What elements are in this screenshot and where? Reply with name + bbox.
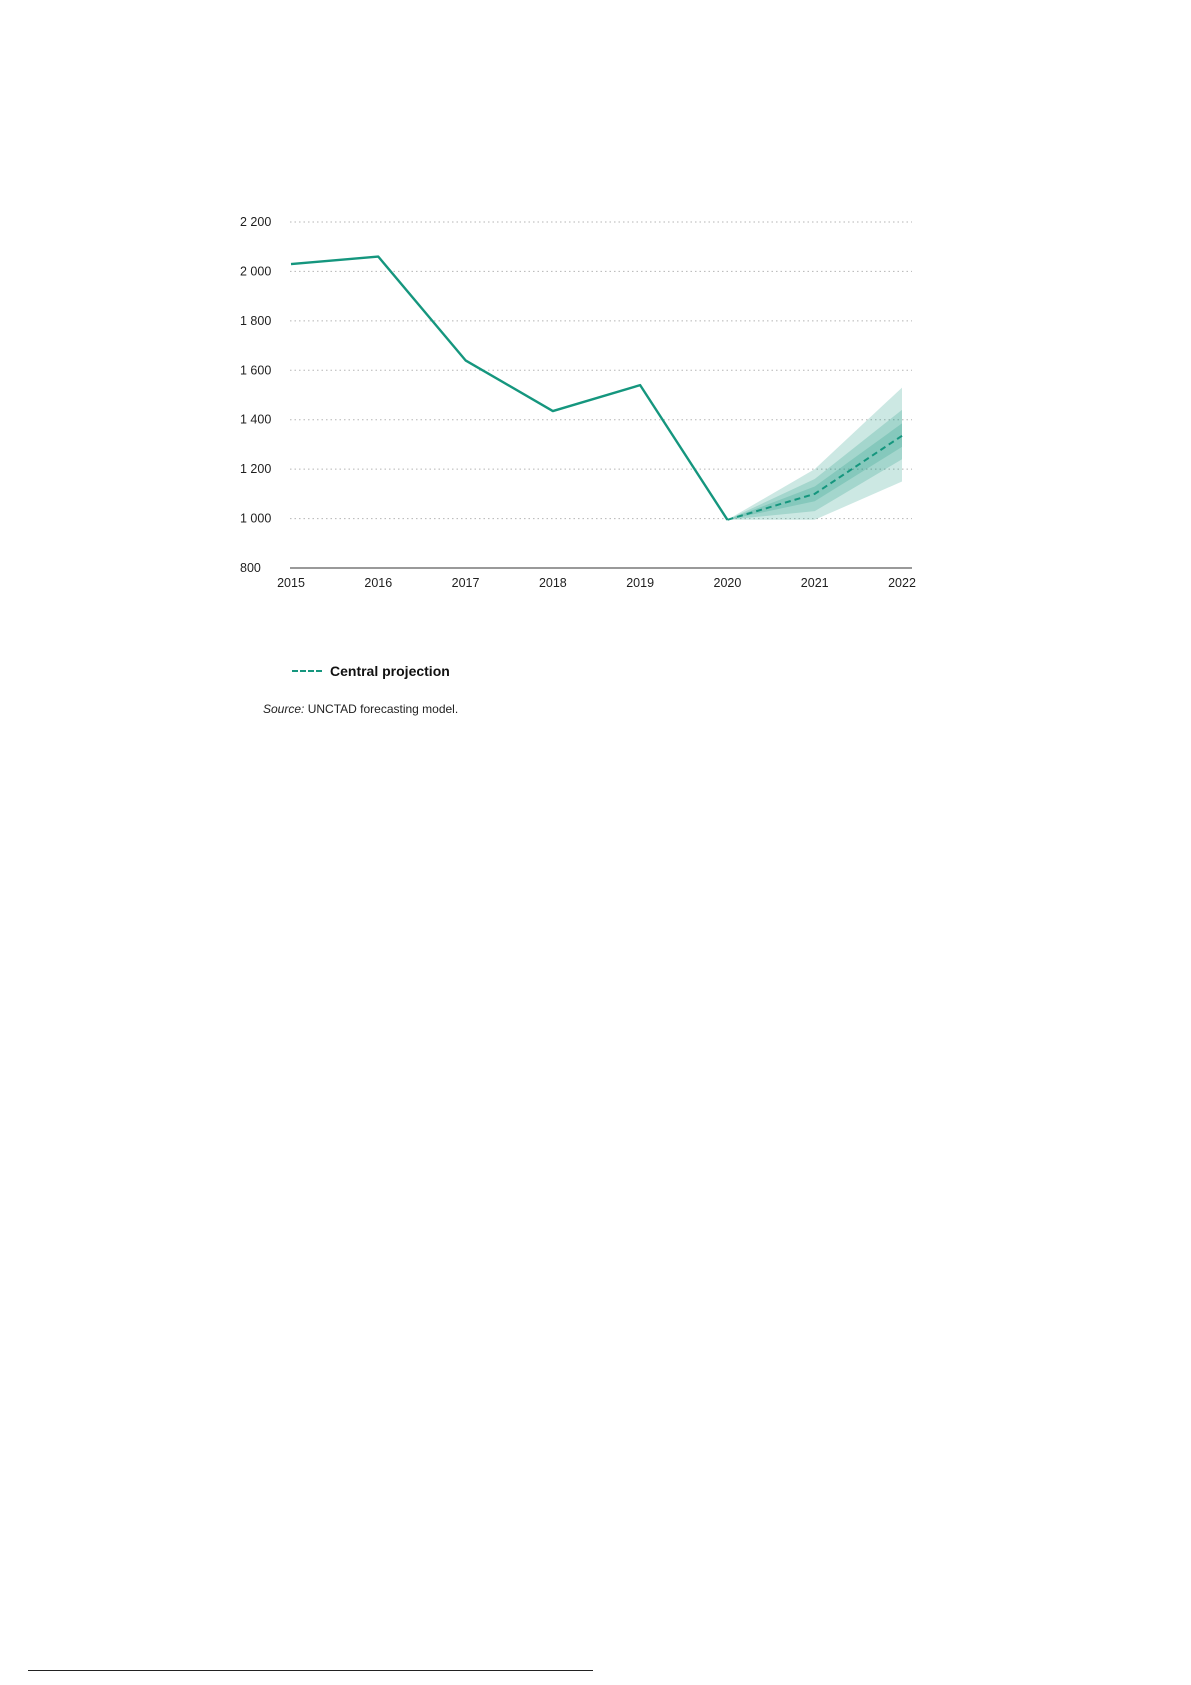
legend-label: Central projection bbox=[330, 663, 450, 679]
projection-band bbox=[727, 423, 902, 520]
y-tick-label: 1 600 bbox=[240, 363, 271, 377]
y-tick-label: 800 bbox=[240, 561, 261, 575]
chart-svg: 800 1 000 1 200 1 400 1 600 1 800 2 000 2 200 20… bbox=[240, 215, 916, 590]
y-tick-label: 1 800 bbox=[240, 314, 271, 328]
x-tick-label: 2015 bbox=[277, 576, 305, 590]
x-tick-label: 2016 bbox=[364, 576, 392, 590]
y-tick-label: 1 200 bbox=[240, 462, 271, 476]
source-note: Source: UNCTAD forecasting model. bbox=[263, 702, 458, 716]
x-tick-label: 2017 bbox=[452, 576, 480, 590]
x-tick-label: 2019 bbox=[626, 576, 654, 590]
projection-band bbox=[727, 409, 902, 520]
projection-series-line bbox=[727, 434, 903, 521]
projection-band bbox=[727, 387, 902, 520]
historical-series-line bbox=[290, 255, 729, 521]
legend-dashed-line-icon bbox=[292, 670, 322, 672]
x-tick-label: 2022 bbox=[888, 576, 916, 590]
series-lines bbox=[290, 255, 903, 521]
x-tick-label: 2018 bbox=[539, 576, 567, 590]
y-tick-label: 2 200 bbox=[240, 215, 271, 229]
footnote-divider bbox=[28, 1670, 593, 1671]
y-tick-label: 2 000 bbox=[240, 264, 271, 278]
y-tick-label: 1 000 bbox=[240, 512, 271, 526]
legend: Central projection bbox=[292, 661, 450, 681]
source-label: Source: bbox=[263, 702, 305, 716]
x-tick-label: 2021 bbox=[801, 576, 829, 590]
source-text: UNCTAD forecasting model. bbox=[304, 702, 459, 716]
y-tick-label: 1 400 bbox=[240, 413, 271, 427]
x-tick-label: 2020 bbox=[714, 576, 742, 590]
projection-bands bbox=[727, 387, 902, 520]
chart: 800 1 000 1 200 1 400 1 600 1 800 2 000 2 200 20… bbox=[240, 200, 1000, 600]
